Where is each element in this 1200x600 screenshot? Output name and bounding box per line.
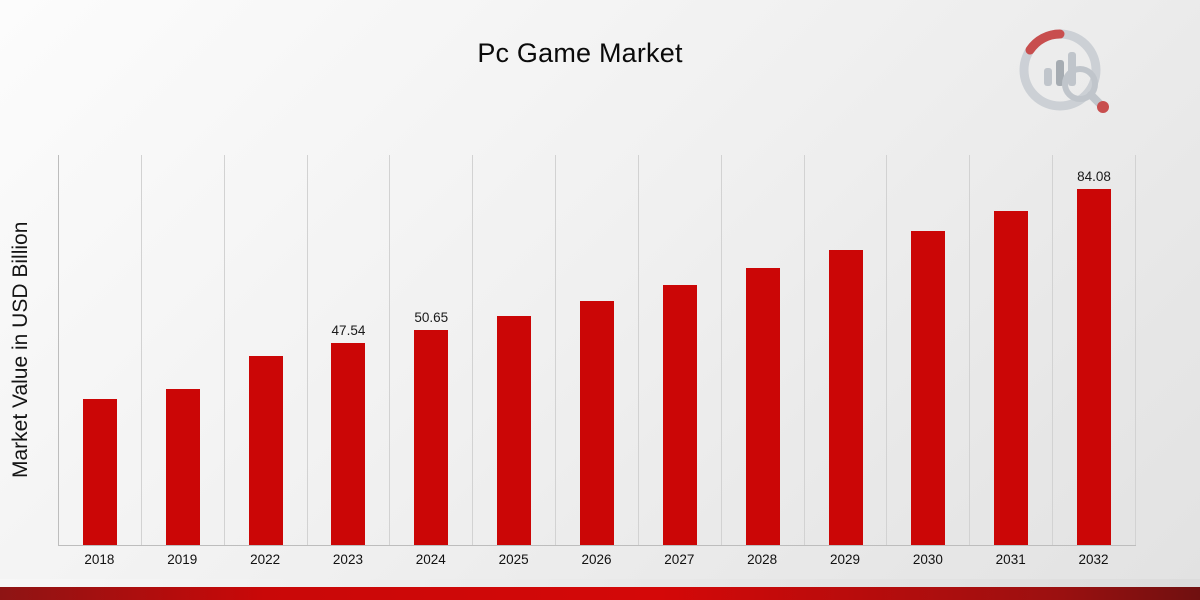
grid-cell-2022 (225, 155, 308, 545)
x-tick-2032: 2032 (1078, 552, 1109, 567)
grid-cell-2031 (970, 155, 1054, 545)
grid-cell-2024: 50.65 (390, 155, 474, 545)
bar-2032 (1077, 188, 1112, 545)
x-tick-2027: 2027 (664, 552, 695, 567)
x-axis-labels: 2018 2019 2022 2023 2024 2025 2026 2027 2028 2029… (58, 552, 1135, 567)
footer-band-red (0, 587, 1200, 600)
grid-cell-2018 (59, 155, 142, 545)
grid-cell-2032: 84.08 (1053, 155, 1136, 545)
chart-title: Pc Game Market (477, 38, 683, 68)
grid-cell-2019 (142, 155, 225, 545)
x-tick-2030: 2030 (912, 552, 943, 567)
bar-2030 (911, 231, 946, 545)
bar-2027 (662, 285, 697, 545)
x-tick-2019: 2019 (167, 552, 198, 567)
y-axis-title: Market Value in USD Billion (9, 221, 32, 479)
bar-2023 (331, 343, 366, 545)
x-tick-2022: 2022 (250, 552, 281, 567)
x-tick-2026: 2026 (581, 552, 612, 567)
x-tick-2025: 2025 (498, 552, 529, 567)
x-tick-2023: 2023 (332, 552, 363, 567)
grid-cell-2028 (722, 155, 805, 545)
grid-cell-2026 (556, 155, 639, 545)
grid-cell-2023: 47.54 (308, 155, 391, 545)
grid-cell-2027 (639, 155, 722, 545)
bar-value-label-2032: 84.08 (1077, 168, 1111, 184)
grid-cell-2030 (887, 155, 971, 545)
bar-2024 (414, 330, 449, 545)
bar-2019 (165, 389, 200, 545)
grid-cell-2029 (805, 155, 888, 545)
plot-area: 47.54 50.65 84.08 (58, 155, 1136, 546)
bar-value-label-2024: 50.65 (414, 310, 449, 326)
x-tick-2029: 2029 (829, 552, 861, 567)
x-tick-2031: 2031 (995, 552, 1026, 567)
bar-value-label-2023: 47.54 (331, 323, 366, 339)
footer-band-light (0, 579, 1200, 587)
bar-2022 (248, 355, 283, 545)
bar-2031 (994, 210, 1029, 545)
bar-chart-magnifier-icon (1019, 29, 1109, 113)
bar-2029 (828, 250, 863, 545)
bar-2018 (82, 399, 117, 545)
bar-2025 (497, 316, 532, 545)
bar-2026 (579, 301, 614, 545)
x-tick-2028: 2028 (747, 552, 778, 567)
brand-logo (1016, 28, 1112, 119)
x-tick-2018: 2018 (84, 552, 115, 567)
x-tick-2024: 2024 (415, 552, 446, 567)
bar-2028 (745, 268, 780, 545)
grid-cell-2025 (473, 155, 557, 545)
